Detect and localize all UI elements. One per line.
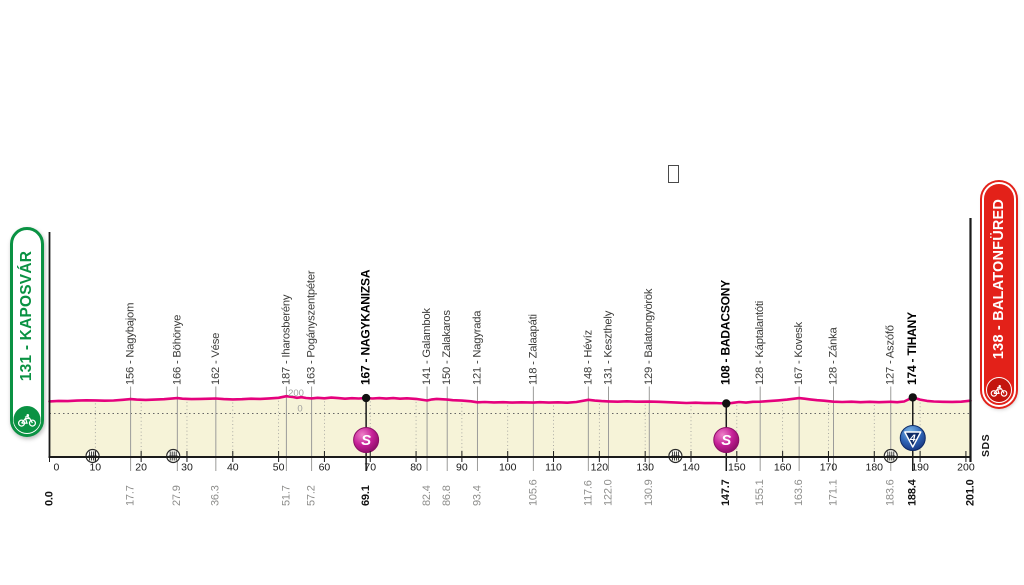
km-distance-label: 69.1: [360, 485, 372, 506]
waypoint-label: 167 - NAGYKANIZSA: [358, 269, 372, 385]
km-distance-label: 188.4: [907, 478, 919, 506]
km-tick-label: 50: [273, 462, 285, 474]
km-distance-label: 163.6: [793, 479, 805, 506]
km-distance-label: 82.4: [421, 485, 433, 506]
km-distance-label: 117.6: [582, 480, 594, 506]
waypoint-label: 156 - Nagybajom: [125, 303, 137, 385]
waypoint-label: 163 - Pogányszentpéter: [306, 270, 318, 385]
km-distance-label: 122.0: [602, 479, 614, 506]
km-tick-label: 0: [54, 462, 60, 474]
km-distance-label: 201.0: [964, 479, 976, 506]
waypoint-label: 148 - Hévíz: [582, 329, 594, 385]
km-distance-label: 36.3: [210, 485, 222, 506]
km-distance-label: 27.9: [171, 485, 183, 506]
km-tick-label: 170: [820, 462, 838, 474]
waypoint-label: 128 - Káptalantóti: [754, 301, 766, 385]
km-distance-label: 171.1: [827, 479, 839, 506]
waypoint-label: 162 - Vése: [210, 333, 222, 385]
cyclist-icon: [13, 406, 41, 433]
km-distance-label: 93.4: [471, 485, 483, 506]
elevation-label: 200: [288, 388, 304, 399]
start-badge: 131 - KAPOSVÁR: [10, 227, 44, 437]
km-tick-label: 20: [135, 462, 147, 474]
km-tick-label: 90: [456, 462, 468, 474]
finish-badge: 138 - BALATONFÜRED: [982, 182, 1016, 407]
km-distance-label: 183.6: [885, 479, 897, 506]
missing-glyph-box: [668, 165, 679, 183]
km-distance-label: 57.2: [306, 485, 318, 506]
waypoint-label: 108 - BADACSONY: [718, 280, 732, 385]
km-tick-label: 30: [181, 462, 193, 474]
sprint-marker: S: [353, 427, 380, 453]
waypoint-label: 167 - Kovesk: [793, 321, 805, 385]
waypoint-label: 166 - Böhönye: [171, 315, 183, 385]
km-tick-label: 70: [364, 462, 376, 474]
km-distance-label: 0.0: [43, 491, 55, 506]
km-tick-label: 60: [319, 462, 331, 474]
km-tick-label: 120: [591, 462, 609, 474]
waypoint-label: 128 - Zánka: [827, 327, 839, 385]
profile-area: [49, 396, 971, 457]
waypoint-label: 129 - Balatongyörök: [643, 288, 655, 385]
designer-mark: SDS: [980, 434, 992, 457]
km-distance-label: 51.7: [280, 485, 292, 506]
elevation-label: 0: [297, 404, 302, 415]
waypoint-label: 127 - Aszófő: [885, 325, 897, 385]
km-tick-label: 40: [227, 462, 239, 474]
km-distance-label: 147.7: [720, 479, 732, 506]
km-tick-label: 200: [957, 462, 975, 474]
svg-text:S: S: [721, 432, 731, 449]
km-tick-label: 110: [545, 462, 562, 474]
km-tick-label: 100: [499, 462, 517, 474]
svg-text:4: 4: [909, 433, 916, 445]
waypoint-label: 174 - TIHANY: [905, 312, 919, 385]
km-tick-label: 150: [728, 462, 746, 474]
km-distance-label: 155.1: [754, 479, 766, 506]
waypoint-label: 150 - Zalakaros: [441, 310, 453, 385]
profile-line: [48, 394, 972, 405]
km-distance-label: 130.9: [643, 479, 655, 506]
km-tick-label: 140: [682, 462, 700, 474]
km-tick-label: 190: [911, 462, 929, 474]
sprint-marker: S: [713, 427, 740, 453]
km-distance-label: 86.8: [441, 485, 453, 506]
waypoint-label: 118 - Zalaapáti: [527, 314, 539, 385]
waypoint-label: 131 - Keszthely: [602, 310, 614, 385]
profile-dot: [722, 399, 731, 408]
km-distance-label: 17.7: [125, 485, 137, 506]
cyclist-icon: [986, 377, 1012, 403]
waypoint-label: 141 - Galambok: [421, 308, 433, 385]
km-tick-label: 180: [866, 462, 884, 474]
km-tick-label: 80: [410, 462, 422, 474]
kom-category4-marker: 4: [899, 425, 926, 451]
profile-dot: [908, 393, 917, 402]
km-tick-label: 130: [636, 462, 654, 474]
km-distance-label: 105.6: [527, 479, 539, 506]
km-tick-label: 160: [774, 462, 792, 474]
waypoint-label: 187 - Iharosberény: [280, 294, 292, 385]
km-tick-label: 10: [89, 462, 101, 474]
profile-dot: [361, 393, 371, 403]
svg-text:S: S: [361, 432, 371, 449]
waypoint-label: 121 - Nagyrada: [471, 310, 483, 385]
